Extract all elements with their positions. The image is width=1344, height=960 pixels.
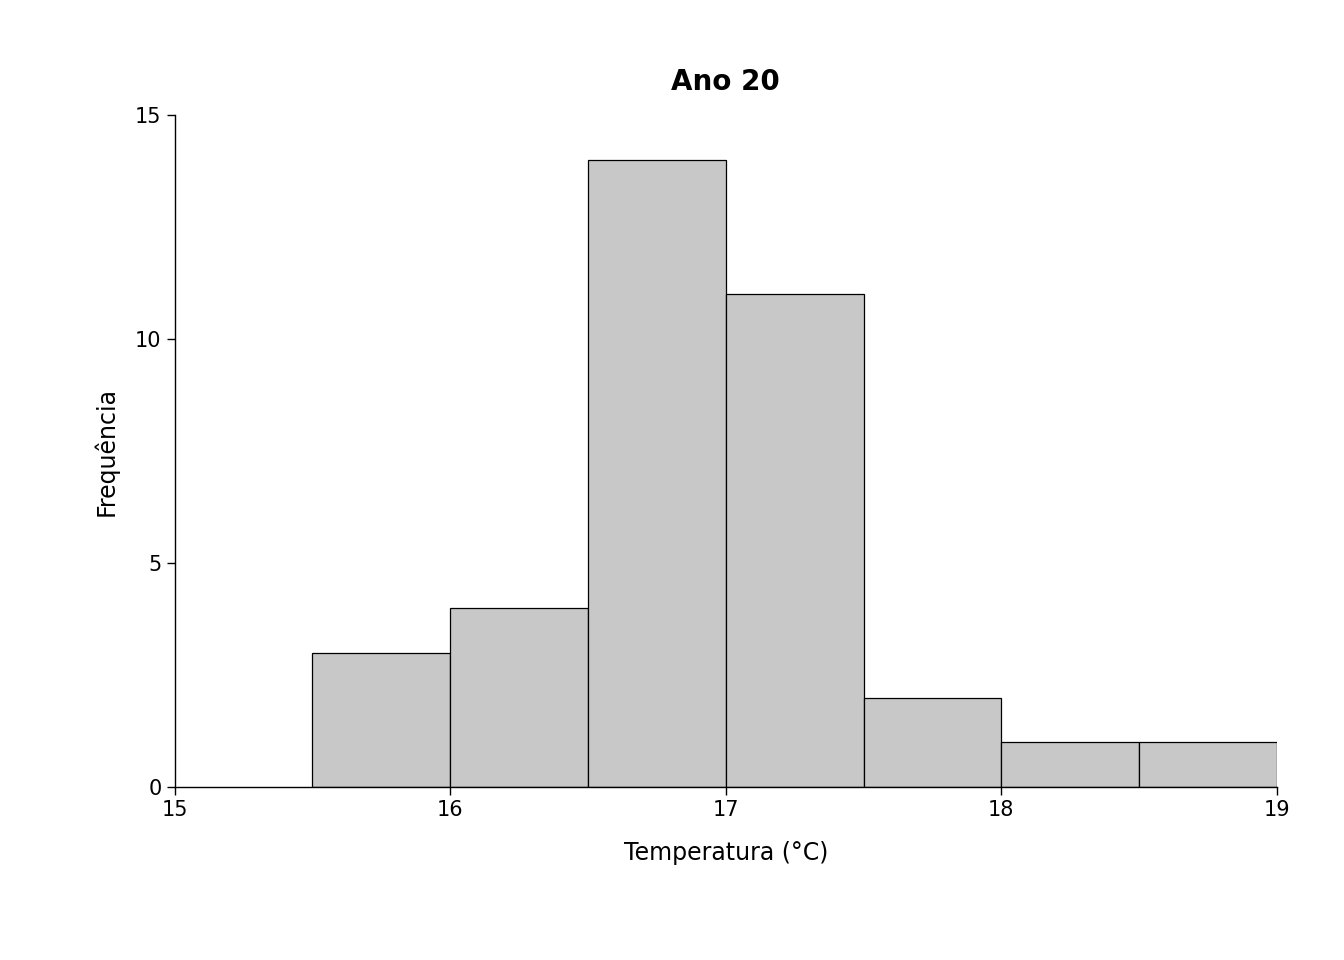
Bar — [450, 608, 589, 787]
Y-axis label: Frequência: Frequência — [93, 387, 118, 516]
Bar — [863, 698, 1001, 787]
Bar — [1001, 742, 1140, 787]
Title: Ano 20: Ano 20 — [672, 68, 780, 96]
X-axis label: Temperatura (°C): Temperatura (°C) — [624, 841, 828, 865]
Bar — [312, 653, 450, 787]
Bar — [1140, 742, 1277, 787]
Bar — [589, 160, 726, 787]
Bar — [726, 295, 864, 787]
